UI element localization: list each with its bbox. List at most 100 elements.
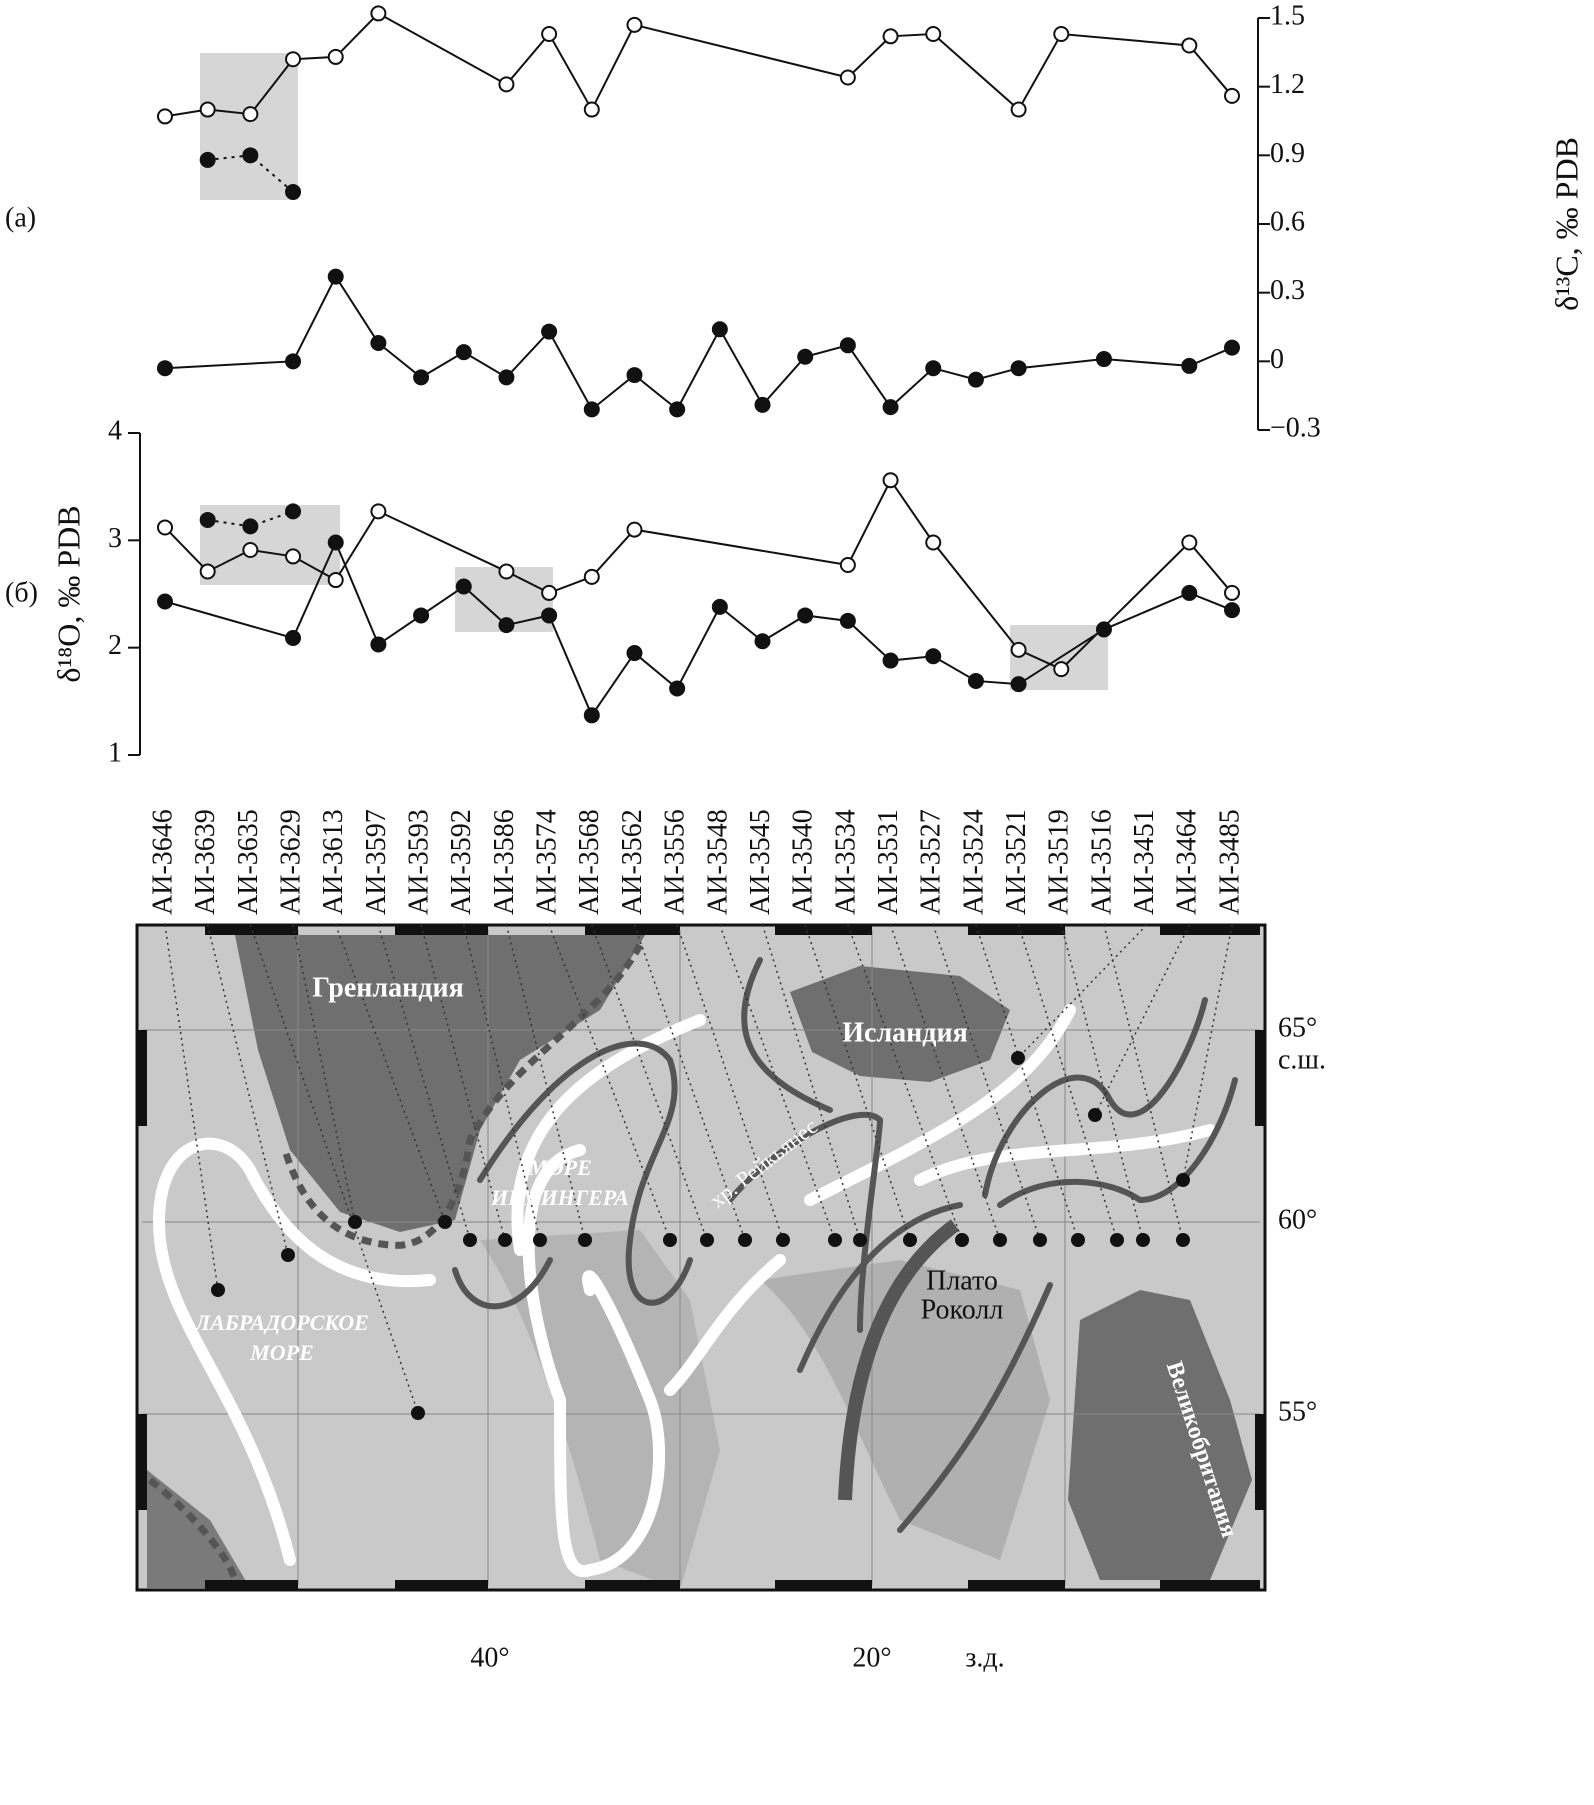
data-point bbox=[1010, 641, 1027, 658]
station-label: АИ-3593 bbox=[404, 809, 435, 915]
data-point bbox=[285, 503, 302, 520]
map: Гренландия Исландия МОРЕ ИРМИНГЕРА хр. Р… bbox=[135, 923, 1326, 1673]
data-point bbox=[370, 335, 387, 352]
data-point bbox=[541, 323, 558, 340]
data-point bbox=[1181, 584, 1198, 601]
data-point bbox=[242, 541, 259, 558]
station-link bbox=[591, 924, 708, 1241]
station-link bbox=[1060, 924, 1144, 1241]
data-point bbox=[327, 534, 344, 551]
data-point bbox=[1181, 37, 1198, 54]
y-tick-label: 0.3 bbox=[1270, 275, 1305, 306]
map-label: МОРЕ bbox=[527, 1155, 592, 1180]
station-label: АИ-3540 bbox=[788, 809, 819, 915]
station-link bbox=[377, 924, 471, 1241]
data-point bbox=[839, 612, 856, 629]
data-point bbox=[370, 636, 387, 653]
data-point bbox=[1224, 87, 1240, 104]
data-point bbox=[626, 16, 643, 33]
y-tick-label: 0.9 bbox=[1270, 138, 1305, 169]
station-label: АИ-3534 bbox=[830, 809, 861, 915]
station-dot bbox=[853, 1233, 867, 1247]
station-label: АИ-3485 bbox=[1214, 809, 1245, 915]
lon-label: 20° bbox=[852, 1642, 891, 1673]
station-dot bbox=[498, 1233, 512, 1247]
station-dot bbox=[776, 1233, 790, 1247]
y-axis-title: δ¹³C, ‰ PDB bbox=[1548, 137, 1584, 311]
series-line bbox=[164, 12, 1233, 118]
y-tick-label: 3 bbox=[108, 523, 122, 554]
lat-label: с.ш. bbox=[1278, 1044, 1326, 1075]
station-dot bbox=[463, 1233, 477, 1247]
station-dot bbox=[348, 1215, 362, 1229]
data-point bbox=[413, 369, 430, 386]
station-dot bbox=[903, 1233, 917, 1247]
data-point bbox=[1224, 602, 1240, 619]
station-label: АИ-3597 bbox=[361, 809, 392, 915]
station-dot bbox=[1071, 1233, 1085, 1247]
station-label: АИ-3524 bbox=[958, 809, 989, 915]
data-point bbox=[199, 563, 216, 580]
data-point bbox=[583, 101, 600, 118]
station-link bbox=[463, 924, 541, 1241]
data-point bbox=[1053, 26, 1070, 43]
station-link bbox=[249, 924, 419, 1414]
data-point bbox=[541, 26, 558, 43]
station-dot bbox=[1176, 1173, 1190, 1187]
data-point bbox=[1181, 534, 1198, 551]
station-dot bbox=[1176, 1233, 1190, 1247]
station-link bbox=[292, 924, 356, 1223]
station-label: АИ-3568 bbox=[574, 809, 605, 915]
data-point bbox=[925, 360, 942, 377]
station-label: АИ-3629 bbox=[275, 809, 306, 915]
station-label: АИ-3521 bbox=[1001, 809, 1032, 915]
lon-label: з.д. bbox=[965, 1642, 1004, 1673]
data-point bbox=[498, 369, 515, 386]
station-link bbox=[719, 924, 836, 1241]
station-dot bbox=[533, 1233, 547, 1247]
station-dot bbox=[1011, 1051, 1025, 1065]
station-dot bbox=[211, 1283, 225, 1297]
data-point bbox=[370, 503, 387, 520]
data-point bbox=[669, 680, 686, 697]
data-point bbox=[1010, 676, 1027, 693]
station-label: АИ-3516 bbox=[1086, 809, 1117, 915]
station-label: АИ-3574 bbox=[532, 809, 563, 915]
station-label: АИ-3519 bbox=[1044, 809, 1075, 915]
data-point bbox=[199, 511, 216, 528]
station-dot bbox=[738, 1233, 752, 1247]
station-label: АИ-3531 bbox=[873, 809, 904, 915]
series-line bbox=[164, 539, 1233, 718]
station-dot bbox=[1136, 1233, 1150, 1247]
map-label: МОРЕ bbox=[249, 1340, 314, 1365]
data-point bbox=[882, 399, 899, 416]
data-point bbox=[925, 534, 942, 551]
series-line bbox=[207, 510, 294, 528]
greenland bbox=[235, 935, 645, 1232]
station-label: АИ-3562 bbox=[617, 809, 648, 915]
map-label: ЛАБРАДОРСКОЕ bbox=[194, 1310, 369, 1335]
data-point bbox=[839, 337, 856, 354]
data-point bbox=[1224, 584, 1240, 601]
map-label: Роколл bbox=[921, 1294, 1004, 1325]
y-tick-label: 0.6 bbox=[1270, 206, 1305, 237]
station-label: АИ-3586 bbox=[489, 809, 520, 915]
data-point bbox=[327, 572, 344, 589]
data-point bbox=[157, 360, 173, 377]
data-point bbox=[583, 568, 600, 585]
station-link bbox=[975, 924, 1079, 1241]
data-point bbox=[285, 51, 302, 68]
station-link bbox=[1103, 924, 1184, 1241]
data-point bbox=[669, 401, 686, 418]
data-point bbox=[583, 707, 600, 724]
station-label: АИ-3545 bbox=[745, 809, 776, 915]
main-current bbox=[838, 1219, 960, 1501]
station-link bbox=[1017, 924, 1118, 1241]
station-label: АИ-3464 bbox=[1172, 809, 1203, 915]
britain bbox=[1068, 1290, 1252, 1580]
data-point bbox=[370, 5, 387, 22]
panel-label: (а) bbox=[5, 202, 36, 233]
data-point bbox=[626, 645, 643, 662]
data-point bbox=[242, 147, 259, 164]
map-label: Исландия bbox=[842, 1017, 968, 1048]
